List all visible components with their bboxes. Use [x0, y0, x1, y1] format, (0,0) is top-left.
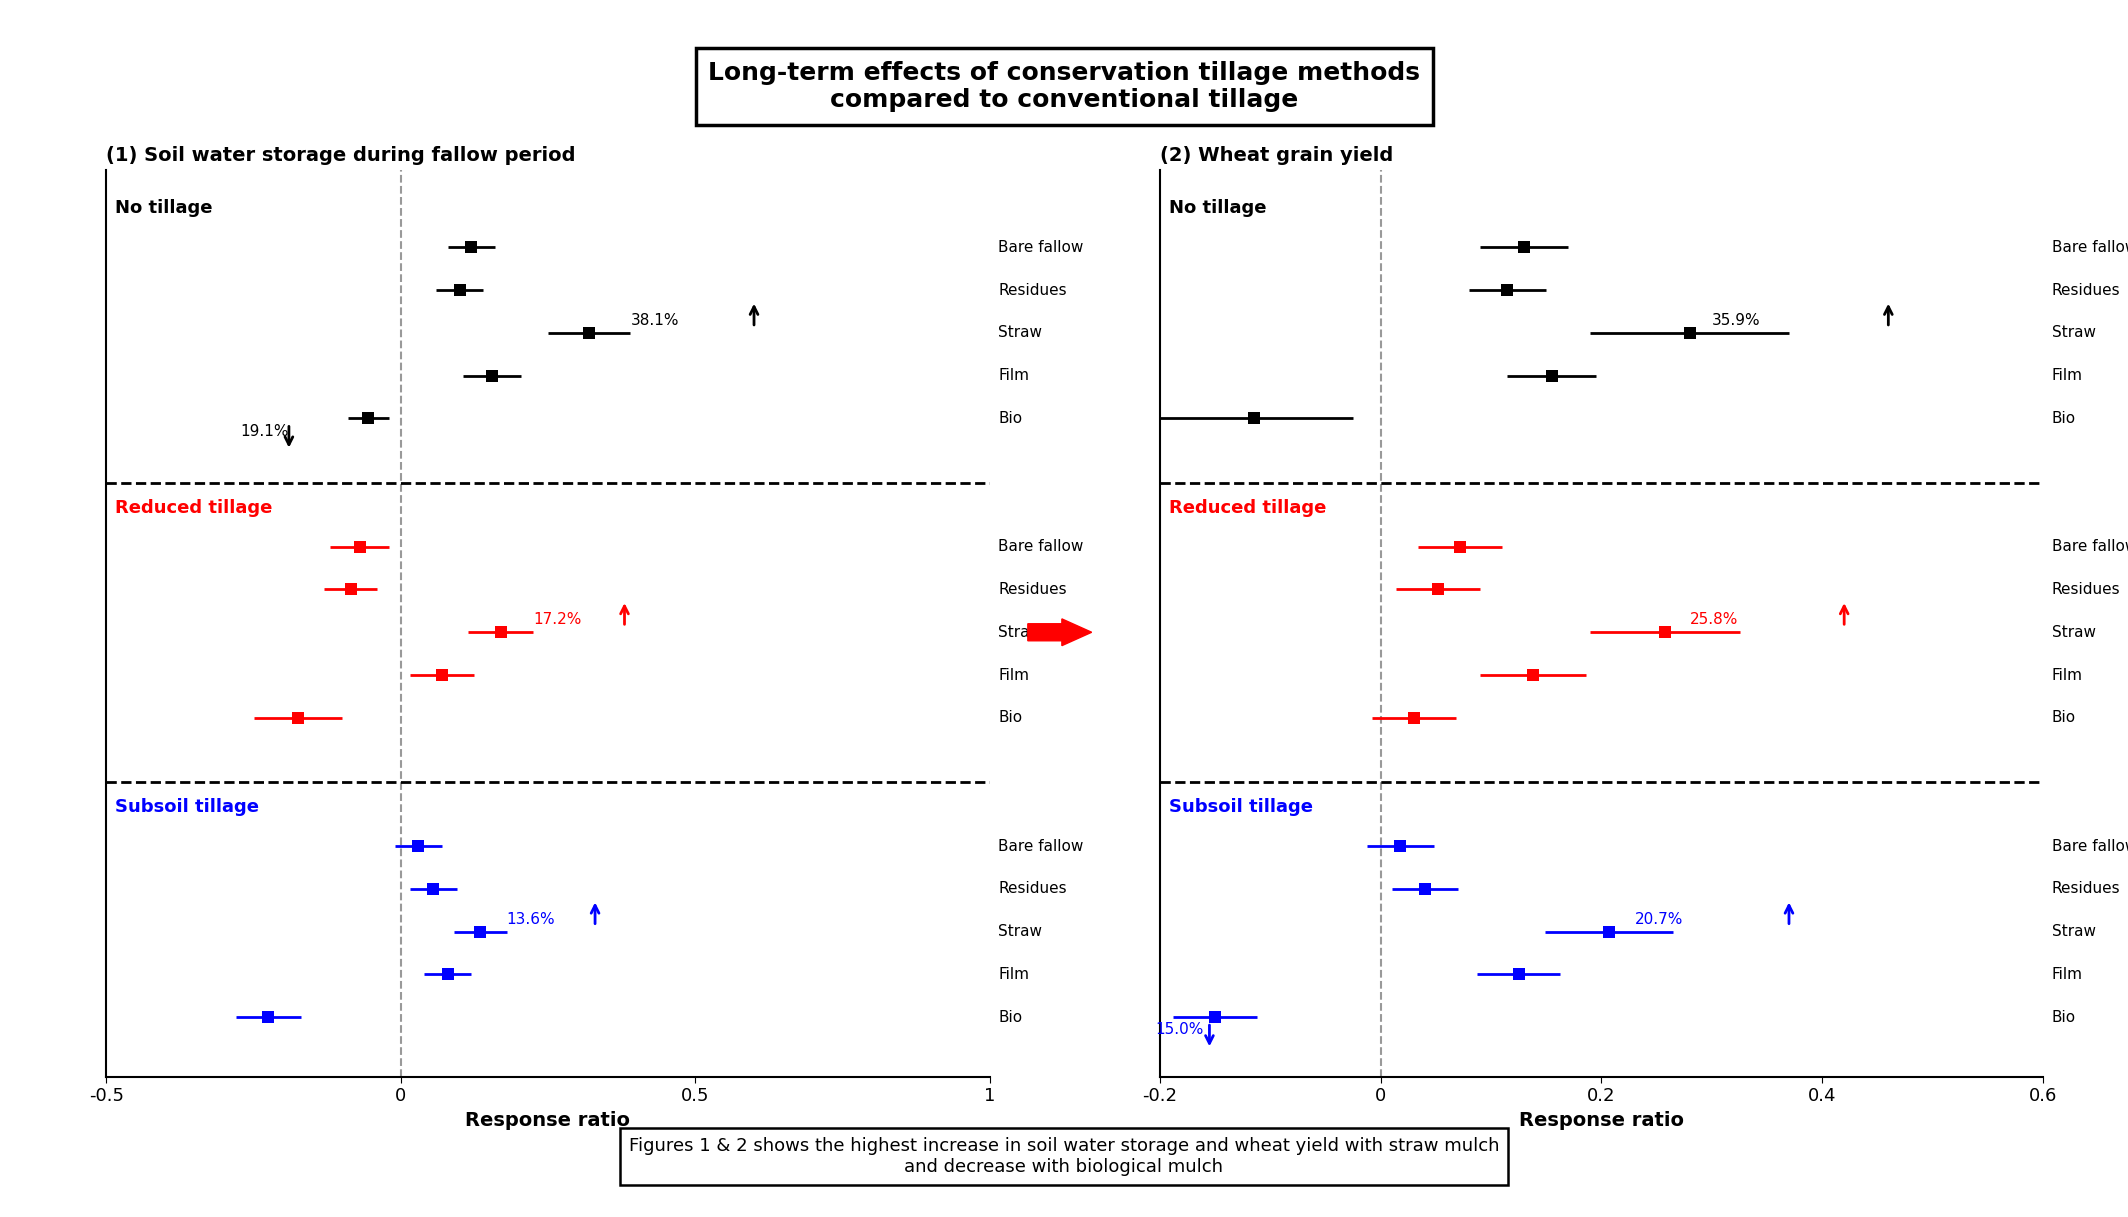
- Text: Bare fallow: Bare fallow: [998, 839, 1083, 853]
- Text: 19.1%: 19.1%: [240, 424, 289, 438]
- Text: Residues: Residues: [998, 582, 1066, 598]
- Text: (2) Wheat grain yield: (2) Wheat grain yield: [1160, 146, 1394, 164]
- Text: Bio: Bio: [998, 411, 1021, 426]
- Text: Reduced tillage: Reduced tillage: [1168, 499, 1326, 517]
- Text: Straw: Straw: [2051, 924, 2096, 940]
- Text: Residues: Residues: [2051, 282, 2119, 298]
- Text: Bio: Bio: [2051, 711, 2075, 725]
- Text: 25.8%: 25.8%: [1690, 612, 1739, 627]
- Text: Film: Film: [2051, 369, 2083, 383]
- Text: Bare fallow: Bare fallow: [2051, 240, 2128, 254]
- Text: Bio: Bio: [998, 1010, 1021, 1025]
- Text: Straw: Straw: [998, 624, 1043, 640]
- Text: Bio: Bio: [2051, 1010, 2075, 1025]
- Text: Residues: Residues: [2051, 881, 2119, 897]
- Text: Long-term effects of conservation tillage methods
compared to conventional tilla: Long-term effects of conservation tillag…: [709, 61, 1419, 112]
- Text: Film: Film: [998, 966, 1030, 982]
- Text: Straw: Straw: [2051, 325, 2096, 341]
- Text: Film: Film: [998, 668, 1030, 683]
- Text: Residues: Residues: [998, 282, 1066, 298]
- Text: Bare fallow: Bare fallow: [998, 240, 1083, 254]
- Text: Bare fallow: Bare fallow: [2051, 839, 2128, 853]
- X-axis label: Response ratio: Response ratio: [466, 1111, 630, 1131]
- Text: Subsoil tillage: Subsoil tillage: [1168, 798, 1313, 817]
- Text: Straw: Straw: [998, 924, 1043, 940]
- Text: 20.7%: 20.7%: [1634, 912, 1683, 926]
- Text: Bare fallow: Bare fallow: [998, 539, 1083, 554]
- Text: 13.6%: 13.6%: [506, 912, 555, 926]
- Text: (1) Soil water storage during fallow period: (1) Soil water storage during fallow per…: [106, 146, 577, 164]
- X-axis label: Response ratio: Response ratio: [1519, 1111, 1683, 1131]
- Text: Film: Film: [998, 369, 1030, 383]
- Text: 35.9%: 35.9%: [1711, 313, 1760, 327]
- Text: Bio: Bio: [2051, 411, 2075, 426]
- Text: 38.1%: 38.1%: [630, 313, 679, 327]
- Text: 17.2%: 17.2%: [534, 612, 581, 627]
- Text: Residues: Residues: [998, 881, 1066, 897]
- Text: Figures 1 & 2 shows the highest increase in soil water storage and wheat yield w: Figures 1 & 2 shows the highest increase…: [628, 1138, 1500, 1176]
- Text: Reduced tillage: Reduced tillage: [115, 499, 272, 517]
- Text: Straw: Straw: [998, 325, 1043, 341]
- Text: Film: Film: [2051, 966, 2083, 982]
- Text: No tillage: No tillage: [1168, 200, 1266, 218]
- Text: 15.0%: 15.0%: [1156, 1022, 1204, 1037]
- Text: Straw: Straw: [2051, 624, 2096, 640]
- Text: Residues: Residues: [2051, 582, 2119, 598]
- Text: Film: Film: [2051, 668, 2083, 683]
- Text: Bare fallow: Bare fallow: [2051, 539, 2128, 554]
- Text: Bio: Bio: [998, 711, 1021, 725]
- Text: Subsoil tillage: Subsoil tillage: [115, 798, 260, 817]
- Text: No tillage: No tillage: [115, 200, 213, 218]
